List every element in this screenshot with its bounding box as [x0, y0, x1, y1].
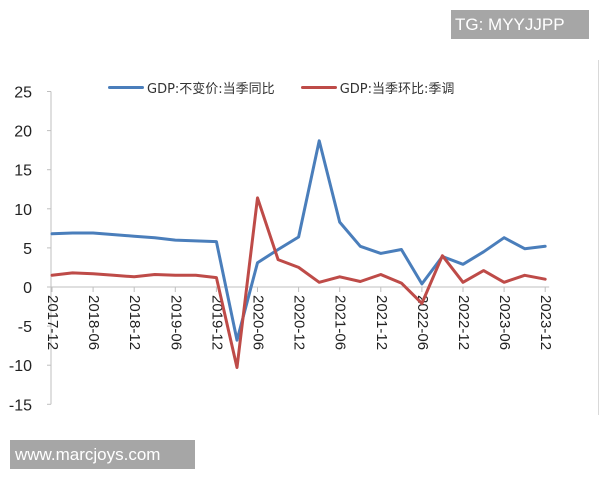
- y-tick-label: 25: [14, 85, 32, 102]
- y-tick-label: -15: [9, 397, 32, 414]
- x-tick-label: 2023-12: [537, 295, 554, 350]
- x-tick-label: 2020-12: [291, 295, 308, 350]
- series-line-qoq: [50, 196, 547, 369]
- legend-swatch-red: [300, 86, 337, 89]
- y-tick-label: -5: [18, 319, 32, 336]
- watermark-bottom: www.marcjoys.com: [10, 440, 195, 469]
- x-tick-label: 2019-12: [208, 295, 225, 350]
- x-tick-label: 2018-06: [85, 295, 102, 350]
- x-tick-label: 2019-06: [167, 295, 184, 350]
- y-tick-label: 15: [14, 163, 32, 180]
- x-tick-label: 2021-12: [373, 295, 390, 350]
- watermark-top: TG: MYYJJPP: [451, 10, 589, 39]
- y-tick-label: 0: [23, 280, 32, 297]
- legend-swatch-blue: [108, 86, 144, 89]
- legend-item-yoy: GDP:不变价:当季同比: [108, 78, 275, 97]
- legend-label-qoq: GDP:当季环比:季调: [339, 82, 455, 97]
- x-tick-label: 2022-06: [414, 295, 431, 350]
- y-tick-label: -10: [9, 358, 32, 375]
- x-tick-label: 2022-12: [455, 295, 472, 350]
- y-tick-label: 5: [23, 241, 32, 258]
- legend-item-qoq: GDP:当季环比:季调: [300, 78, 455, 97]
- y-tick-label: 10: [14, 202, 32, 219]
- x-tick-label: 2018-12: [126, 295, 143, 350]
- x-tick-label: 2021-06: [332, 295, 349, 350]
- chart-right-border: [598, 60, 599, 415]
- series-line-yoy: [50, 139, 547, 342]
- x-tick-label: 2023-06: [496, 295, 513, 350]
- x-tick-label: 2020-06: [250, 295, 267, 350]
- chart-legend: GDP:不变价:当季同比 GDP:当季环比:季调: [108, 78, 454, 97]
- x-tick-label: 2017-12: [44, 295, 61, 350]
- legend-label-yoy: GDP:不变价:当季同比: [147, 82, 275, 97]
- y-tick-label: 20: [14, 124, 32, 141]
